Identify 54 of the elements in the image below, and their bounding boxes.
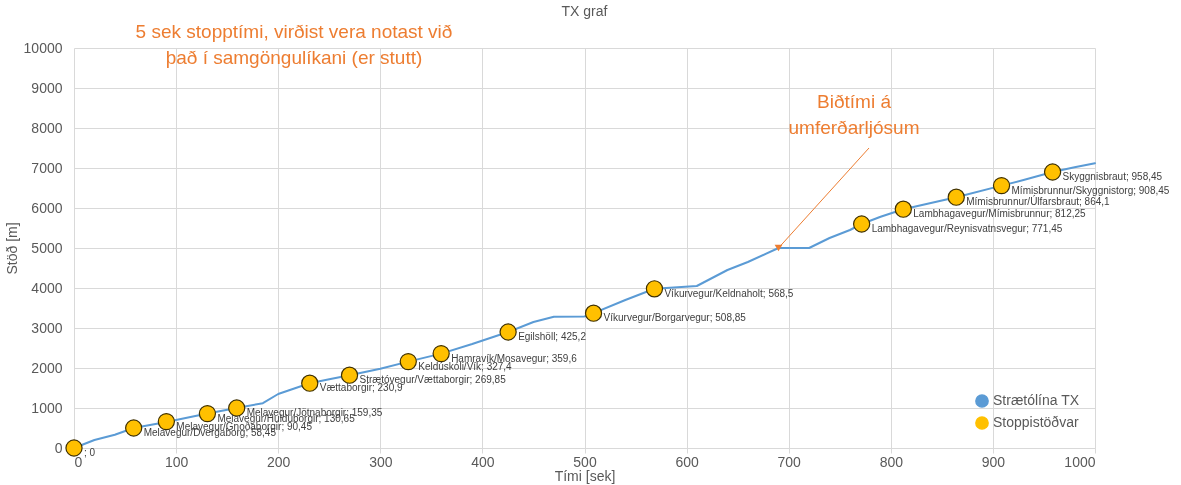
annotation: 5 sek stopptími, virðist vera notast við það í samgöngulíkani (er stutt) <box>135 21 453 68</box>
point <box>947 188 965 206</box>
point <box>125 419 143 437</box>
annotation: Víkurvegur/Keldnaholt; 568,5 <box>664 287 794 299</box>
annotation: Egilshöll; 425,2 <box>518 331 587 342</box>
y-tick-label: 10000 <box>23 39 63 56</box>
y-tick-label: 3000 <box>31 319 63 336</box>
point <box>1043 163 1062 181</box>
x-tick-label: 600 <box>675 453 699 470</box>
x-tick-label: 400 <box>471 453 495 470</box>
point <box>65 439 83 457</box>
point <box>198 404 217 423</box>
y-tick-label: 5000 <box>31 239 63 256</box>
y-tick-label: 9000 <box>31 79 63 96</box>
x-tick-label: 900 <box>981 453 1006 470</box>
annotation: Lambhagavegur/Reynisvatnsvegur; 771,45 <box>871 223 1063 234</box>
x-axis-title: Tími [sek] <box>554 467 616 484</box>
x-tick-label: 100 <box>164 453 189 470</box>
y-tick-label: 8000 <box>31 119 63 136</box>
annotation: Hamravík/Mosavegur; 359,6 <box>451 352 578 364</box>
annotation: Mímisbrunnur/Úlfarsbraut; 864,1 <box>966 195 1111 208</box>
y-tick-label: 0 <box>54 439 63 456</box>
point <box>992 176 1011 195</box>
legend-label: Strætólína TX <box>993 392 1080 408</box>
y-tick-label: 1000 <box>31 399 63 416</box>
point <box>340 366 359 384</box>
y-axis-title: Stöð [m] <box>3 222 20 275</box>
y-tick-label: 2000 <box>31 359 63 376</box>
x-tick-label: 300 <box>369 453 393 470</box>
y-tick-label: 7000 <box>31 159 63 176</box>
point <box>432 344 450 363</box>
x-tick-label: 800 <box>879 453 904 470</box>
legend-label: Stoppistöðvar <box>993 414 1079 430</box>
x-tick-label: 0 <box>74 453 83 470</box>
x-tick-label: 1000 <box>1064 453 1096 470</box>
point <box>301 374 319 392</box>
chart-title: TX graf <box>561 3 608 19</box>
point <box>584 304 603 322</box>
annotation: Lambhagavegur/Mímisbrunnur; 812,25 <box>913 208 1087 220</box>
point <box>894 200 912 218</box>
y-tick-label: 6000 <box>31 199 63 216</box>
annotation: Biðtími á umferðarljósum <box>788 91 920 138</box>
annotation: Víkurvegur/Borgarvegur; 508,85 <box>603 312 747 324</box>
x-tick-label: 500 <box>573 453 597 470</box>
annotation: Mímisbrunnur/Skyggnistorg; 908,45 <box>1011 184 1170 196</box>
point <box>399 352 417 371</box>
x-tick-label: 700 <box>777 453 802 470</box>
point <box>499 323 517 341</box>
annotation: Skyggnisbraut; 958,45 <box>1062 171 1163 182</box>
point <box>852 215 871 233</box>
annotation: ; 0 <box>84 447 96 458</box>
point <box>645 280 664 298</box>
x-tick-label: 200 <box>267 453 291 470</box>
y-tick-label: 4000 <box>31 279 63 296</box>
